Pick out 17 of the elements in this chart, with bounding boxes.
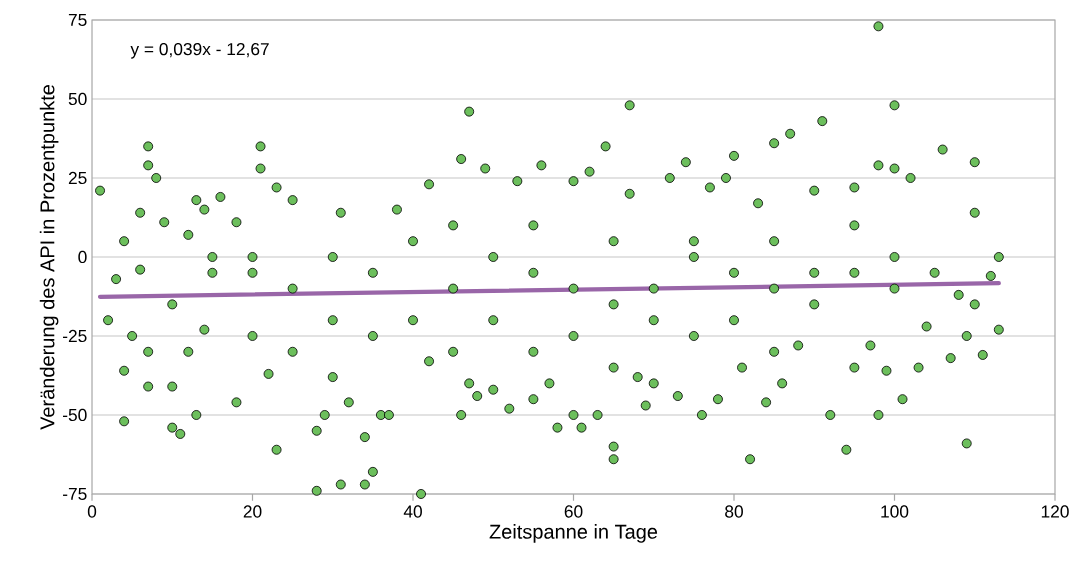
x-tick-label: 0 (87, 505, 97, 518)
x-tick-label: 60 (564, 505, 583, 518)
x-tick-label: 20 (243, 505, 262, 518)
x-tick-label: 40 (403, 505, 422, 518)
y-tick-label: -25 (63, 329, 87, 343)
annotation: y = 0,039x - 12,67 (130, 42, 269, 59)
y-tick-label: 0 (78, 250, 87, 264)
x-tick-label: 120 (1041, 505, 1069, 518)
x-axis-title: Zeitspanne in Tage (489, 524, 658, 543)
x-tick-label: 80 (725, 505, 743, 518)
y-tick-label: 75 (68, 13, 87, 27)
y-tick-label: 50 (68, 92, 87, 106)
y-axis-title: Veränderung des API in Prozentpunkte (39, 85, 59, 430)
x-tick-label: 100 (881, 505, 909, 518)
y-tick-label: 25 (68, 171, 87, 185)
y-tick-label: -75 (63, 487, 87, 501)
y-tick-label: -50 (63, 408, 87, 422)
